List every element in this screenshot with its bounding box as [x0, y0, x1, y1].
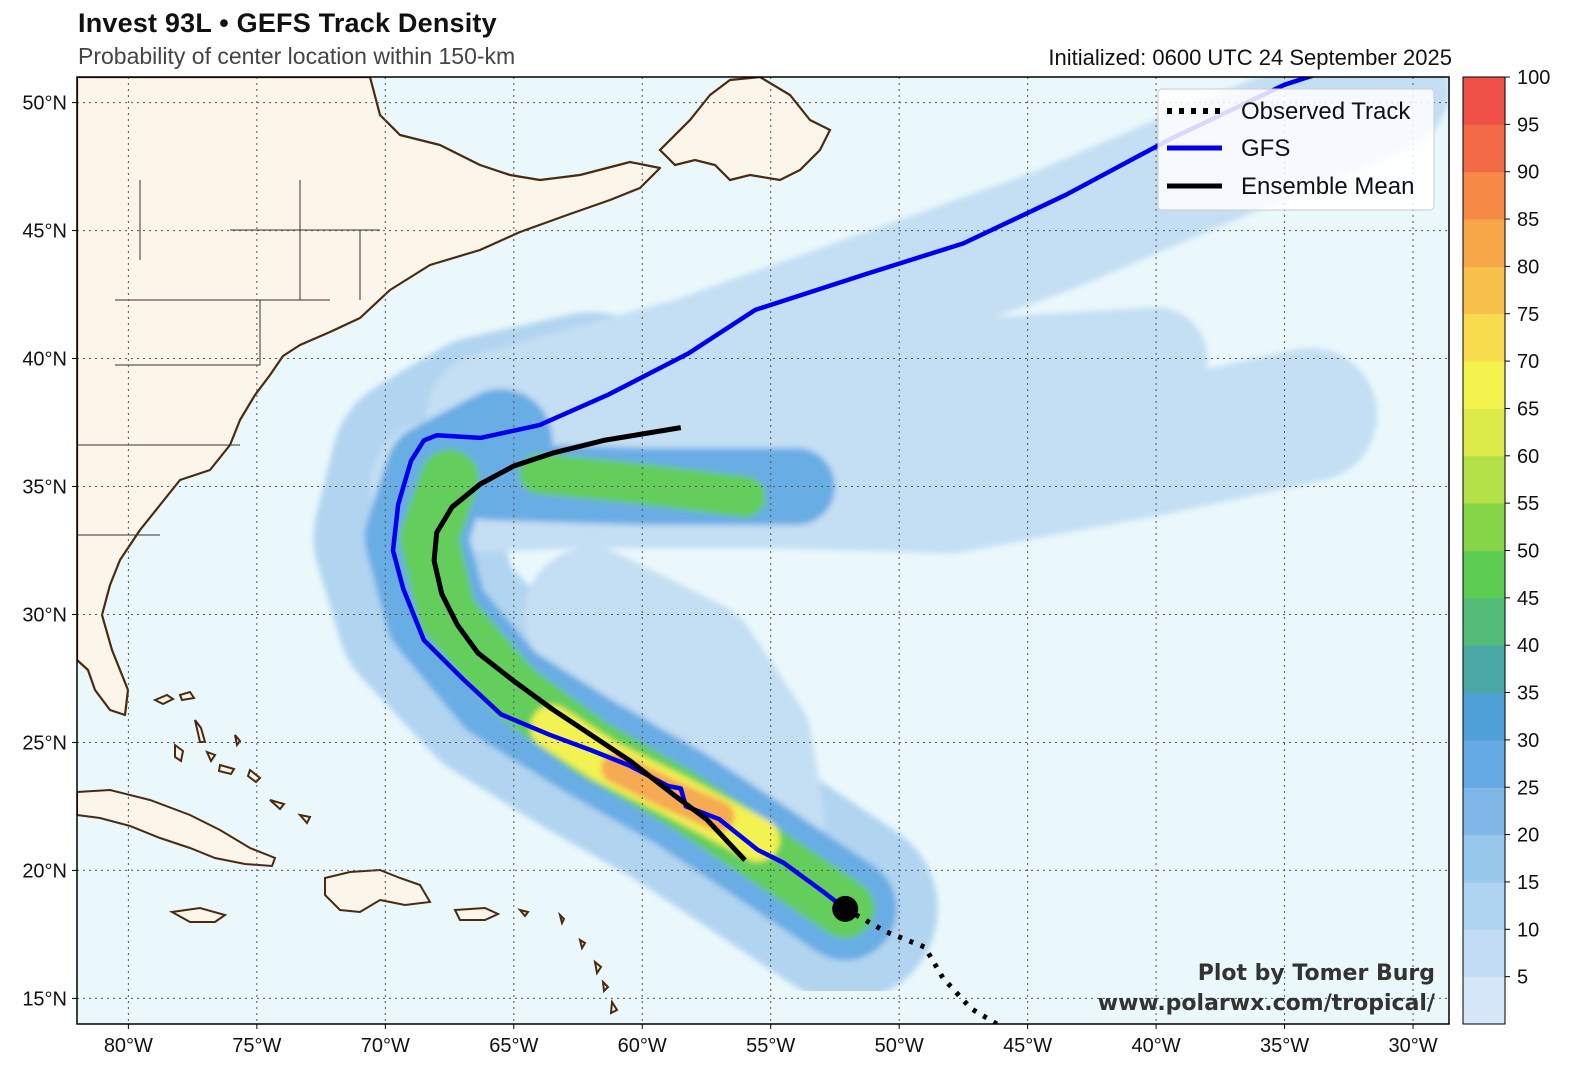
colorbar-segment [1463, 219, 1505, 267]
colorbar: 5 10 15 20 25 30 35 40 45 50 55 60 65 70 75 80 85 90 95 100 [1462, 67, 1550, 1025]
chart-subtitle: Probability of center location within 15… [78, 43, 516, 69]
lon-label: 60°W [618, 1035, 667, 1057]
legend-gfs-label: GFS [1241, 135, 1290, 162]
colorbar-label: 20 [1517, 825, 1539, 847]
lat-label: 35°N [22, 477, 67, 499]
colorbar-segment [1463, 313, 1505, 362]
density-band-5 [524, 547, 825, 886]
credit-url: www.polarwx.com/tropical/ [1098, 991, 1436, 1016]
colorbar-label: 30 [1517, 730, 1539, 752]
legend: Observed Track GFS Ensemble Mean [1157, 88, 1435, 211]
landmasses [77, 77, 832, 1015]
colorbar-label: 75 [1517, 304, 1539, 326]
lat-label: 25°N [22, 732, 67, 754]
cuba-land [77, 788, 277, 868]
colorbar-segment [1463, 834, 1505, 883]
colorbar-label: 10 [1517, 919, 1539, 941]
ensemble-tracks [390, 77, 1316, 1024]
current-position-marker [832, 895, 859, 922]
colorbar-segment [1463, 881, 1505, 930]
map-frame [76, 76, 1450, 1025]
puerto-rico-land [453, 906, 501, 921]
lon-label: 65°W [489, 1035, 538, 1057]
lat-label: 40°N [22, 349, 67, 371]
colorbar-segment [1463, 976, 1505, 1025]
colorbar-label: 60 [1517, 446, 1539, 468]
lon-label: 35°W [1260, 1035, 1309, 1057]
colorbar-segment [1463, 124, 1505, 173]
axis-labels: 50°N 45°N 40°N 35°N 30°N 25°N 20°N 15°N 80°W 75°W… [22, 93, 1437, 1057]
colorbar-label: 15 [1517, 872, 1539, 894]
lat-label: 30°N [22, 604, 67, 626]
density-band-11 [601, 752, 735, 833]
colorbar-label: 45 [1517, 588, 1539, 610]
legend-observed-label: Observed Track [1241, 98, 1411, 125]
lon-label: 80°W [104, 1035, 153, 1057]
hispaniola-land [324, 868, 432, 914]
colorbar-label: 100 [1517, 67, 1550, 89]
lesser-antilles-islands [517, 908, 619, 1015]
colorbar-label: 95 [1517, 114, 1539, 136]
lon-label: 30°W [1388, 1035, 1437, 1057]
colorbar-label: 5 [1517, 967, 1528, 989]
colorbar-label: 40 [1517, 635, 1539, 657]
colorbar-label: 80 [1517, 256, 1539, 278]
observed-track-line [843, 906, 999, 1024]
north-america-land [77, 77, 662, 717]
colorbar-segment [1463, 266, 1505, 315]
credit-author: Plot by Tomer Burg [1198, 961, 1435, 986]
lat-label: 50°N [22, 93, 67, 115]
colorbar-label: 90 [1517, 162, 1539, 184]
colorbar-label: 35 [1517, 683, 1539, 705]
lat-label: 45°N [22, 221, 67, 243]
ensemble-mean-track-line [431, 425, 747, 862]
colorbar-label: 50 [1517, 541, 1539, 563]
density-band-9 [518, 453, 766, 518]
legend-box [1157, 88, 1435, 211]
lon-label: 50°W [875, 1035, 924, 1057]
colorbar-segment [1463, 929, 1505, 978]
colorbar-segment [1463, 645, 1505, 694]
lat-lon-grid [77, 77, 1449, 1024]
newfoundland-land [658, 77, 832, 182]
lat-label: 15°N [22, 988, 67, 1010]
colorbar-label: 70 [1517, 351, 1539, 373]
chart-title: Invest 93L • GEFS Track Density [78, 8, 497, 38]
lon-label: 55°W [746, 1035, 795, 1057]
initialized-time: Initialized: 0600 UTC 24 September 2025 [1048, 45, 1452, 70]
lon-label: 70°W [361, 1035, 410, 1057]
density-band-4 [513, 307, 1208, 500]
colorbar-segment [1463, 408, 1505, 457]
colorbar-segment [1463, 503, 1505, 551]
colorbar-segment [1463, 361, 1505, 409]
colorbar-segment [1463, 787, 1505, 836]
colorbar-segment [1463, 692, 1505, 741]
colorbar-segment [1463, 597, 1505, 646]
colorbar-segment [1463, 77, 1505, 125]
lon-label: 45°W [1003, 1035, 1052, 1057]
colorbar-segment [1463, 171, 1505, 220]
jamaica-land [168, 906, 228, 923]
lat-label: 20°N [22, 860, 67, 882]
colorbar-segment [1463, 550, 1505, 599]
colorbar-label: 55 [1517, 493, 1539, 515]
state-borders [77, 180, 380, 536]
lon-label: 75°W [232, 1035, 281, 1057]
legend-mean-label: Ensemble Mean [1241, 173, 1414, 200]
colorbar-label: 85 [1517, 209, 1539, 231]
colorbar-segment [1463, 739, 1505, 788]
colorbar-label: 25 [1517, 777, 1539, 799]
colorbar-label: 65 [1517, 398, 1539, 420]
lon-label: 40°W [1132, 1035, 1181, 1057]
colorbar-segment [1463, 455, 1505, 504]
